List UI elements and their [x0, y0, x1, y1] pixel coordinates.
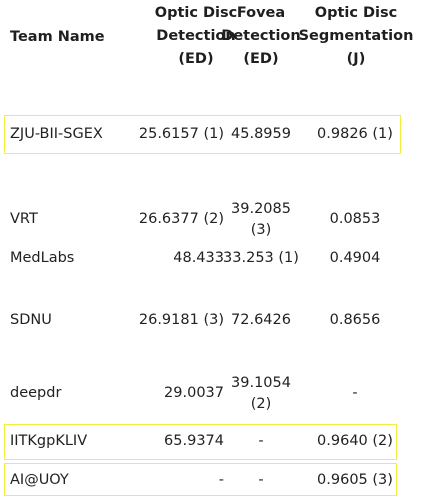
od-segmentation-cell: 0.4904 — [329, 250, 381, 266]
od-detection-cell: - — [218, 472, 224, 488]
header-fovea-line-3: (ED) — [243, 51, 279, 67]
row-highlight-iitkgp — [4, 424, 397, 460]
header-team-name-text: Team Name — [10, 29, 105, 45]
fovea-detection-cell: 45.8959 — [231, 126, 291, 142]
od-detection-cell: 26.6377 (2) — [138, 211, 224, 227]
fovea-detection-cell: 72.6426 — [231, 312, 291, 328]
header-fovea-line-1: Fovea — [236, 5, 286, 21]
od-segmentation-cell: 0.0853 — [329, 211, 381, 227]
od-detection-cell: 29.0037 — [164, 385, 224, 401]
header-od-line-2: Detection — [156, 28, 236, 44]
od-detection-cell: 65.9374 — [164, 433, 224, 449]
header-team-name: Team Name — [10, 26, 130, 49]
team-name-cell: ZJU-BII-SGEX — [10, 126, 103, 142]
fovea-detection-cell: - — [258, 472, 264, 488]
od-detection-cell: 26.9181 (3) — [138, 312, 224, 328]
header-seg-line-2: Segmentation — [298, 28, 414, 44]
od-segmentation-cell: - — [352, 385, 358, 401]
od-segmentation-cell: 0.8656 — [329, 312, 381, 328]
fovea-detection-cell: 39.1054 (2) — [231, 375, 291, 412]
team-name-cell: MedLabs — [10, 250, 75, 266]
od-detection-cell: 48.433 — [173, 250, 224, 266]
team-name-cell: SDNU — [10, 312, 52, 328]
od-segmentation-cell: 0.9640 (2) — [317, 433, 393, 449]
header-fovea-line-2: Detection — [221, 28, 301, 44]
team-name-cell: deepdr — [10, 385, 62, 401]
team-name-cell: AI@UOY — [10, 472, 69, 488]
row-highlight-aiuoy — [4, 463, 397, 496]
od-detection-cell: 25.6157 (1) — [138, 126, 224, 142]
header-od-line-3: (ED) — [178, 51, 214, 67]
header-seg-line-3: (J) — [346, 51, 366, 67]
fovea-detection-cell: 39.2085 (3) — [231, 201, 291, 238]
header-optic-disc-detection: Optic Disc Detection (ED) — [138, 2, 254, 71]
header-od-line-1: Optic Disc — [154, 5, 238, 21]
team-name-cell: VRT — [10, 211, 38, 227]
header-optic-disc-segmentation: Optic Disc Segmentation (J) — [298, 2, 414, 71]
header-seg-line-1: Optic Disc — [314, 5, 398, 21]
team-name-cell: IITKgpKLIV — [10, 433, 88, 449]
header-fovea-detection: Fovea Detection (ED) — [220, 2, 302, 71]
od-segmentation-cell: 0.9826 (1) — [317, 126, 393, 142]
fovea-detection-cell: 33.253 (1) — [223, 250, 299, 266]
fovea-detection-cell: - — [258, 433, 264, 449]
row-highlight-zju — [4, 115, 401, 154]
od-segmentation-cell: 0.9605 (3) — [317, 472, 393, 488]
